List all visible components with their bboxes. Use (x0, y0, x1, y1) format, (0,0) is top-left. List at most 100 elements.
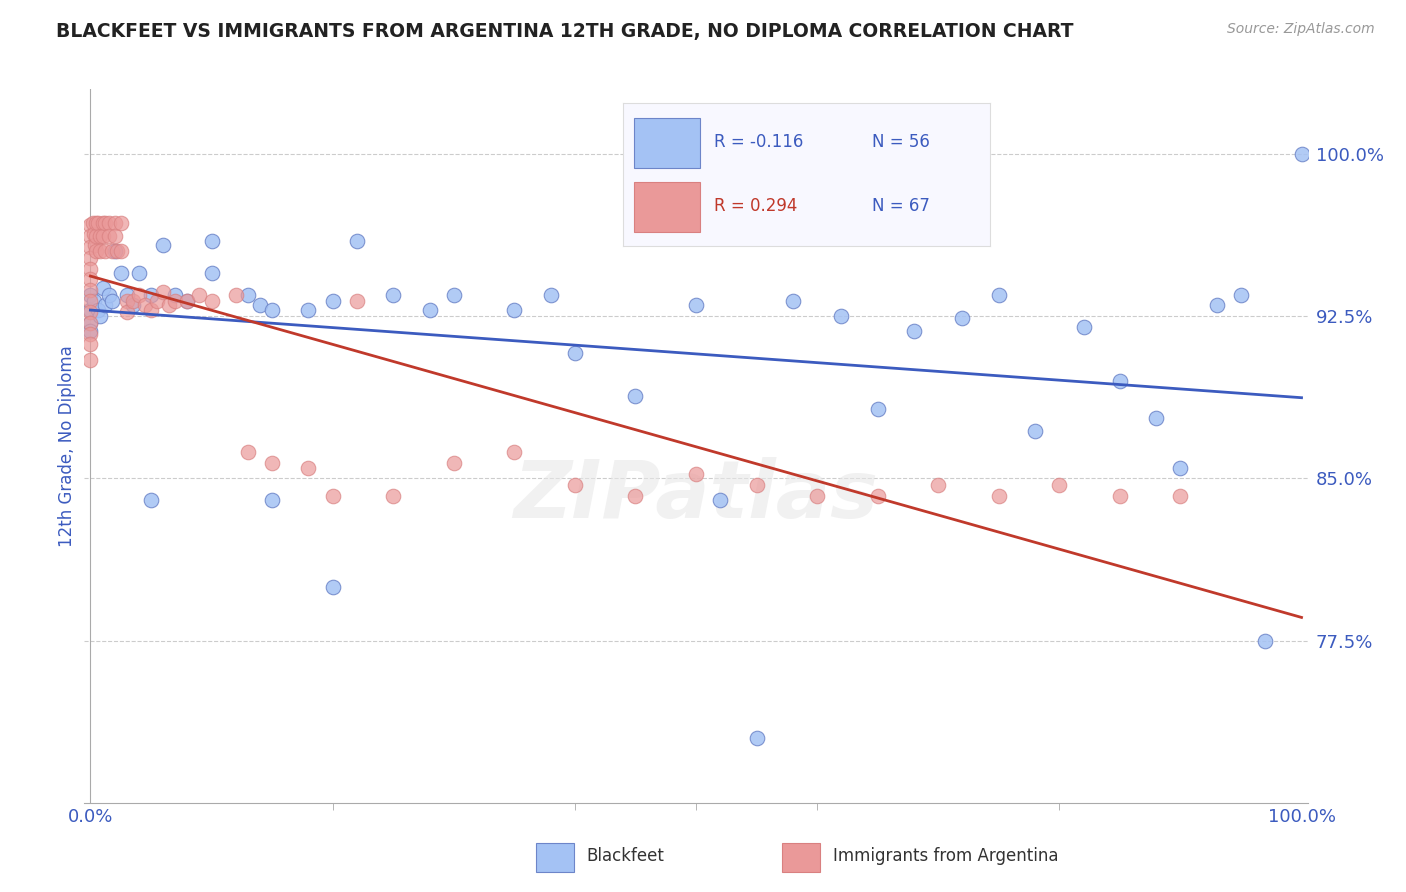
Point (115, 287, 138, 301)
Point (322, 294, 344, 309)
Point (105, 244, 128, 259)
Point (1291, 147, 1313, 161)
Point (86, 244, 108, 259)
Point (91, 229, 114, 244)
Point (101, 294, 124, 309)
Point (624, 489, 647, 503)
Point (152, 238, 174, 252)
Point (1047, 478, 1070, 492)
Point (146, 294, 169, 309)
Point (830, 310, 852, 324)
Bar (783, 843, 821, 872)
Point (86, 216, 108, 230)
Point (83, 294, 105, 309)
Point (86, 229, 108, 244)
Point (1024, 424, 1046, 438)
Point (443, 456, 465, 470)
Point (176, 294, 198, 309)
Point (86, 302, 108, 317)
Point (91, 216, 114, 230)
Point (1254, 633, 1277, 648)
Point (115, 294, 138, 309)
Point (188, 287, 211, 301)
Point (134, 298, 156, 312)
Point (685, 298, 707, 312)
Point (79, 272, 101, 286)
Point (903, 325, 925, 339)
Point (987, 287, 1010, 301)
Point (866, 489, 889, 503)
Point (79, 219, 101, 233)
Point (79, 287, 101, 301)
Point (110, 216, 132, 230)
Point (236, 445, 259, 459)
Point (685, 467, 707, 482)
Point (709, 493, 731, 508)
Point (866, 402, 889, 417)
Point (297, 460, 319, 475)
Point (927, 478, 949, 492)
Point (79, 316, 101, 330)
Text: Blackfeet: Blackfeet (586, 847, 664, 865)
Point (806, 489, 828, 503)
Point (79, 240, 101, 254)
Point (94, 298, 117, 312)
Point (1205, 298, 1227, 312)
Point (987, 489, 1010, 503)
Point (745, 478, 768, 492)
Point (200, 294, 222, 309)
Point (104, 229, 127, 244)
Point (101, 244, 124, 259)
Point (121, 294, 143, 309)
Point (110, 244, 132, 259)
Point (115, 305, 138, 319)
Point (94, 244, 117, 259)
Point (89, 310, 111, 324)
Point (79, 261, 101, 276)
Point (165, 294, 187, 309)
Text: ZIPatlas: ZIPatlas (513, 457, 879, 535)
Text: BLACKFEET VS IMMIGRANTS FROM ARGENTINA 12TH GRADE, NO DIPLOMA CORRELATION CHART: BLACKFEET VS IMMIGRANTS FROM ARGENTINA 1… (56, 22, 1074, 41)
Point (745, 731, 768, 745)
Point (1144, 410, 1167, 425)
Point (262, 302, 284, 317)
Point (176, 294, 198, 309)
Point (322, 489, 344, 503)
Point (86, 216, 108, 230)
Point (83, 227, 105, 241)
Point (297, 302, 319, 317)
Point (94, 216, 117, 230)
Point (110, 266, 132, 280)
Point (97, 287, 120, 301)
Point (89, 244, 111, 259)
Point (79, 283, 101, 297)
Point (165, 287, 187, 301)
Y-axis label: 12th Grade, No Diploma: 12th Grade, No Diploma (58, 345, 76, 547)
Point (564, 346, 586, 360)
Point (79, 325, 101, 339)
Point (236, 287, 259, 301)
Point (262, 493, 284, 508)
Point (97, 216, 120, 230)
Point (382, 287, 405, 301)
Point (225, 287, 247, 301)
Point (418, 302, 440, 317)
Point (79, 251, 101, 265)
Point (382, 489, 405, 503)
Point (540, 287, 562, 301)
Point (322, 580, 344, 594)
Point (1170, 460, 1192, 475)
Point (128, 287, 150, 301)
Point (79, 305, 101, 319)
Point (624, 389, 647, 403)
Point (79, 229, 101, 244)
Point (128, 266, 150, 280)
Point (97, 229, 120, 244)
Point (139, 493, 162, 508)
Point (200, 266, 222, 280)
Point (139, 287, 162, 301)
Point (79, 337, 101, 351)
Point (157, 298, 180, 312)
Point (121, 298, 143, 312)
Point (503, 302, 526, 317)
